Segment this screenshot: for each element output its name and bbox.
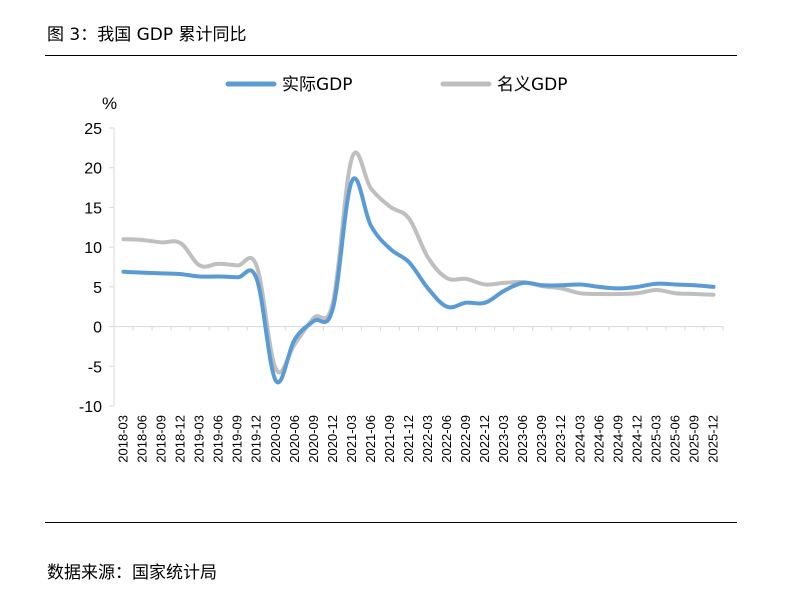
top-divider [45, 55, 737, 56]
x-tick-label: 2025-12 [705, 415, 720, 463]
x-tick-label: 2020-06 [287, 415, 302, 463]
y-tick-label: -5 [88, 359, 102, 376]
y-axis: 25 20 15 10 5 0 -5 -10 [79, 121, 115, 416]
y-tick-label: 15 [84, 200, 102, 217]
x-tick-label: 2022-09 [458, 415, 473, 463]
x-tick-label: 2023-12 [553, 415, 568, 463]
x-tick-label: 2024-03 [572, 415, 587, 463]
x-tick-label: 2023-06 [515, 415, 530, 463]
x-tick-label: 2022-03 [420, 415, 435, 463]
x-tick-label: 2025-03 [648, 415, 663, 463]
x-tick-label: 2019-09 [230, 415, 245, 463]
x-tick-label: 2024-09 [610, 415, 625, 463]
y-tick-label: 25 [84, 121, 102, 138]
x-tick-label: 2020-09 [306, 415, 321, 463]
x-tick-label: 2025-09 [686, 415, 701, 463]
legend: 实际GDP 名义GDP [225, 75, 568, 95]
x-tick-label: 2021-06 [363, 415, 378, 463]
y-tick-label: -10 [79, 399, 102, 416]
series-line-nominal-gdp [121, 150, 716, 375]
y-tick-label: 20 [84, 161, 102, 178]
x-tick-label: 2021-03 [344, 415, 359, 463]
x-tick-label: 2019-12 [249, 415, 264, 463]
series-group [121, 150, 716, 385]
x-tick-label: 2023-03 [496, 415, 511, 463]
y-tick-label: 5 [93, 280, 102, 297]
y-axis-unit: % [102, 94, 117, 113]
y-tick-label: 0 [93, 320, 102, 337]
x-tick-label: 2025-06 [667, 415, 682, 463]
source-note: 数据来源：国家统计局 [47, 563, 217, 583]
x-tick-label: 2023-09 [534, 415, 549, 463]
series-line-real-gdp [121, 176, 716, 385]
x-tick-label: 2018-09 [154, 415, 169, 463]
x-tick-label: 2019-06 [211, 415, 226, 463]
x-tick-label: 2020-03 [268, 415, 283, 463]
x-tick-label: 2021-12 [401, 415, 416, 463]
x-tick-label: 2022-12 [477, 415, 492, 463]
x-tick-label: 2021-09 [382, 415, 397, 463]
x-tick-label: 2024-06 [591, 415, 606, 463]
x-tick-label: 2018-03 [116, 415, 131, 463]
x-tick-label: 2020-12 [325, 415, 340, 463]
figure-title: 图 3：我国 GDP 累计同比 [47, 25, 247, 45]
x-tick-label: 2024-12 [629, 415, 644, 463]
x-axis: 2018-03 2018-06 2018-09 2018-12 2019-03 2019-… [113, 326, 724, 463]
bottom-divider [45, 522, 737, 523]
legend-label: 实际GDP [282, 75, 353, 95]
y-tick-label: 10 [84, 240, 102, 257]
x-tick-label: 2018-06 [135, 415, 150, 463]
legend-label: 名义GDP [497, 75, 568, 95]
x-tick-label: 2019-03 [192, 415, 207, 463]
x-tick-label: 2022-06 [439, 415, 454, 463]
x-tick-label: 2018-12 [173, 415, 188, 463]
